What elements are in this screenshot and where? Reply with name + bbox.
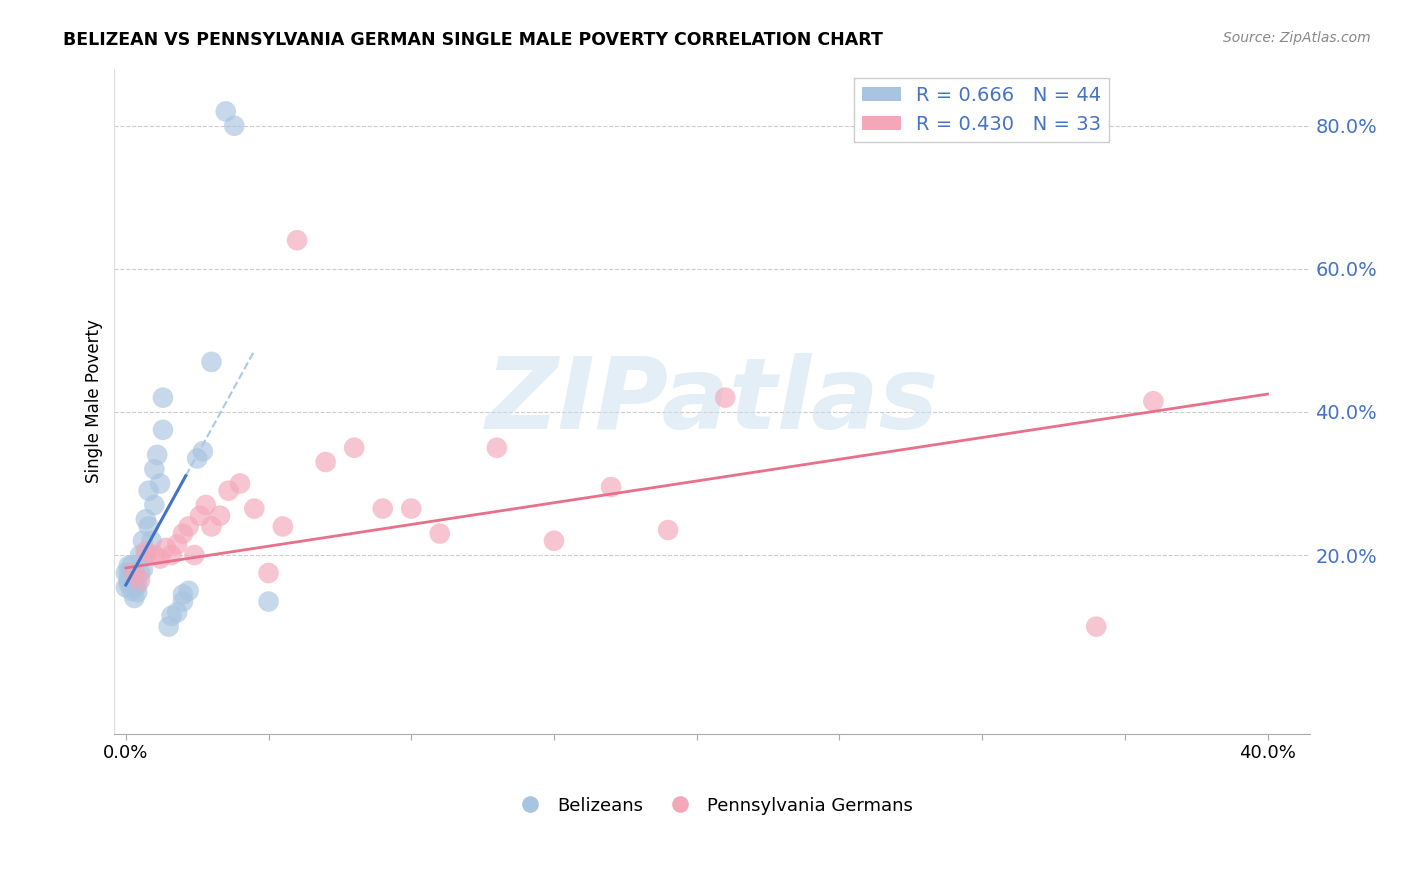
Point (135, 544, 157, 558)
Point (121, 566, 143, 580)
Point (124, 573, 146, 587)
Point (229, 476, 252, 491)
Point (138, 483, 160, 498)
Point (285, 233, 308, 247)
Point (141, 533, 163, 548)
Point (135, 548, 157, 562)
Point (200, 355, 222, 369)
Point (124, 580, 146, 594)
Legend: Belizeans, Pennsylvania Germans: Belizeans, Pennsylvania Germans (505, 789, 920, 822)
Point (118, 573, 141, 587)
Point (121, 583, 143, 598)
Point (118, 566, 141, 580)
Point (127, 585, 149, 599)
Point (166, 537, 188, 551)
Point (143, 498, 166, 512)
Point (160, 608, 183, 623)
Point (208, 508, 231, 523)
Point (127, 578, 149, 592)
Point (315, 455, 337, 469)
Point (129, 566, 152, 580)
Point (429, 526, 451, 541)
Point (132, 533, 155, 548)
Point (714, 391, 737, 405)
Point (114, 580, 136, 594)
Point (129, 548, 152, 562)
Text: BELIZEAN VS PENNSYLVANIA GERMAN SINGLE MALE POVERTY CORRELATION CHART: BELIZEAN VS PENNSYLVANIA GERMAN SINGLE M… (63, 31, 883, 49)
Point (657, 523, 679, 537)
Point (177, 583, 200, 598)
Point (371, 501, 394, 516)
Point (149, 551, 172, 566)
Point (172, 587, 194, 601)
Point (186, 451, 208, 466)
Point (243, 501, 266, 516)
Point (143, 548, 166, 562)
Point (121, 558, 143, 573)
Point (177, 519, 200, 533)
Point (157, 619, 180, 633)
Point (118, 576, 141, 591)
Point (152, 423, 174, 437)
Y-axis label: Single Male Poverty: Single Male Poverty (86, 319, 103, 483)
Point (1142, 394, 1164, 409)
Point (124, 566, 146, 580)
Point (155, 541, 177, 555)
Point (194, 498, 217, 512)
Point (183, 548, 205, 562)
Point (485, 441, 508, 455)
Point (188, 508, 211, 523)
Point (149, 476, 172, 491)
Text: Source: ZipAtlas.com: Source: ZipAtlas.com (1223, 31, 1371, 45)
Point (215, 104, 238, 119)
Point (166, 605, 188, 619)
Point (124, 591, 146, 605)
Point (172, 526, 194, 541)
Point (200, 519, 222, 533)
Point (1085, 619, 1108, 633)
Point (224, 119, 246, 133)
Point (132, 562, 155, 576)
Point (218, 483, 240, 498)
Point (399, 501, 422, 516)
Point (146, 448, 169, 462)
Point (129, 573, 152, 587)
Point (143, 462, 166, 476)
Point (114, 566, 136, 580)
Point (127, 571, 149, 585)
Point (118, 558, 141, 573)
Point (121, 576, 143, 591)
Point (172, 594, 194, 608)
Point (191, 444, 214, 458)
Point (160, 548, 183, 562)
Point (543, 533, 565, 548)
Text: ZIPatlas: ZIPatlas (486, 352, 939, 450)
Point (600, 480, 623, 494)
Point (124, 566, 146, 580)
Point (343, 441, 366, 455)
Point (135, 512, 157, 526)
Point (257, 566, 280, 580)
Point (138, 519, 160, 533)
Point (271, 519, 294, 533)
Point (152, 391, 174, 405)
Point (257, 594, 280, 608)
